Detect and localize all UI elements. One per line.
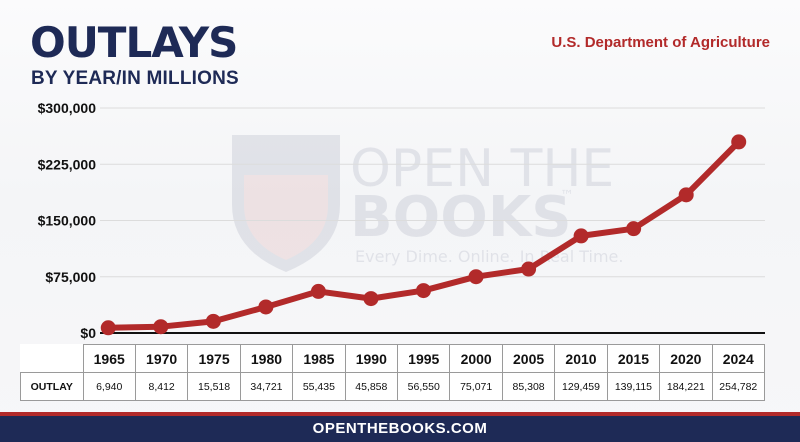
table-value-1985: 55,435 [292, 372, 346, 401]
data-point-2000 [468, 269, 484, 285]
table-value-1975: 15,518 [187, 372, 241, 401]
chart-subtitle: BY YEAR/IN MILLIONS [31, 68, 239, 89]
row-label: OUTLAY [20, 372, 84, 401]
table-value-1980: 34,721 [239, 372, 294, 401]
table-corner [20, 344, 84, 373]
table-year-2005: 2005 [501, 344, 556, 373]
table-year-2024: 2024 [711, 344, 766, 373]
table-value-1970: 8,412 [134, 372, 189, 401]
grid-lines [100, 107, 765, 334]
year-row: 1965 1970 1975 1980 1985 1990 1995 2000 2005 2010… [20, 344, 766, 373]
footer-accent [0, 412, 800, 416]
footer-site[interactable]: OPENTHEBOOKS.COM [0, 416, 800, 442]
table-value-2015: 139,115 [606, 372, 661, 401]
value-row: OUTLAY 6,940 8,412 15,518 34,721 55,435 45,85… [20, 372, 766, 401]
watermark-line2: BOOKS [350, 185, 572, 250]
data-point-1995 [416, 283, 431, 299]
table-value-2000: 75,071 [449, 372, 503, 401]
data-point-1990 [363, 291, 379, 307]
table-value-1965: 6,940 [82, 372, 136, 401]
watermark-trademark: ™ [560, 188, 574, 204]
data-point-1980 [258, 299, 274, 315]
table-year-2000: 2000 [449, 344, 503, 373]
y-tick-label: $75,000 [45, 269, 96, 285]
table-value-2010: 129,459 [554, 372, 608, 401]
table-year-1980: 1980 [239, 344, 294, 373]
data-point-2020 [678, 187, 694, 203]
table-year-1965: 1965 [82, 344, 136, 373]
watermark: OPEN THE BOOKS ™ Every Dime. Online. In … [232, 135, 623, 272]
data-point-1965 [100, 320, 116, 336]
watermark-tagline: Every Dime. Online. In Real Time. [355, 247, 623, 266]
table-value-2020: 184,221 [659, 372, 713, 401]
y-tick-label: $300,000 [38, 100, 97, 116]
y-tick-label: $0 [80, 325, 96, 341]
y-tick-label: $225,000 [38, 156, 97, 172]
table-year-2020: 2020 [659, 344, 713, 373]
data-point-2005 [521, 261, 537, 277]
table-year-2015: 2015 [606, 344, 661, 373]
data-point-1970 [153, 319, 169, 335]
chart-title: OUTLAYS [30, 18, 238, 67]
table-year-2010: 2010 [554, 344, 608, 373]
table-year-1975: 1975 [187, 344, 241, 373]
table-year-1985: 1985 [292, 344, 346, 373]
series-outlays [100, 134, 747, 336]
table-value-1990: 45,858 [344, 372, 399, 401]
data-point-2010 [573, 228, 589, 244]
data-point-2024 [731, 134, 747, 150]
table-value-2024: 254,782 [711, 372, 766, 401]
y-axis: $0 $75,000 $150,000 $225,000 $300,000 [38, 100, 97, 341]
y-tick-label: $150,000 [38, 213, 97, 229]
data-table: 1965 1970 1975 1980 1985 1990 1995 2000 2005 2010… [20, 344, 766, 401]
agency-name: U.S. Department of Agriculture [551, 34, 770, 51]
table-year-1990: 1990 [344, 344, 399, 373]
table-year-1995: 1995 [397, 344, 451, 373]
data-point-1985 [310, 283, 326, 299]
data-point-1975 [205, 313, 221, 329]
watermark-line1: OPEN THE [350, 139, 614, 199]
table-year-1970: 1970 [134, 344, 189, 373]
table-value-1995: 56,550 [397, 372, 451, 401]
table-value-2005: 85,308 [501, 372, 556, 401]
data-point-2015 [626, 221, 642, 237]
watermark-shield-icon [232, 135, 340, 272]
